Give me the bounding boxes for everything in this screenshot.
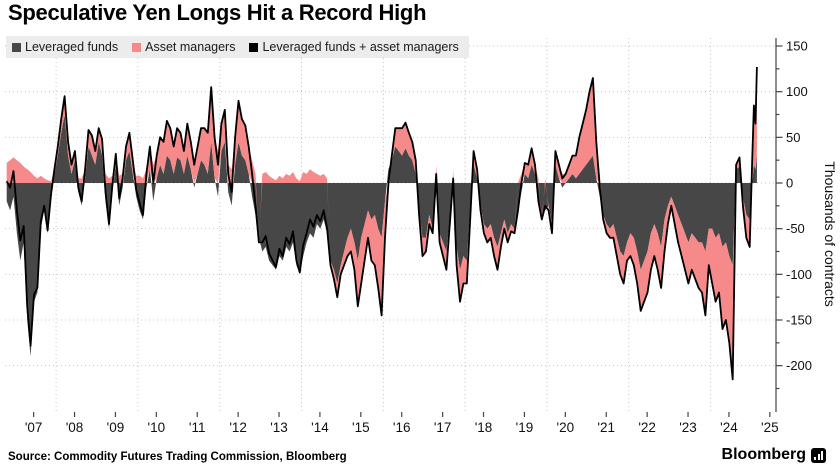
y-tick-label: -150 xyxy=(786,312,812,327)
bloomberg-branding: Bloomberg xyxy=(722,446,826,464)
bloomberg-wordmark: Bloomberg xyxy=(721,446,806,463)
x-axis: '07 '08 '09 '10 '11 '12 '13 '14 '15 '16 '17 '18 '19 '… xyxy=(25,412,779,435)
y-tick-label: 150 xyxy=(786,39,808,54)
x-tick-label: '21 xyxy=(597,420,615,435)
y-tick-label: -100 xyxy=(786,267,812,282)
x-tick-label: '09 xyxy=(107,420,125,435)
leveraged-funds-area xyxy=(6,114,757,357)
bloomberg-logo-icon xyxy=(811,447,826,463)
x-tick-label: '15 xyxy=(352,420,370,435)
x-tick-label: '08 xyxy=(66,420,84,435)
source-note: Source: Commodity Futures Trading Commis… xyxy=(8,451,347,463)
y-tick-label: 100 xyxy=(786,84,808,99)
y-tick-label: 0 xyxy=(786,176,793,191)
x-tick-label: '18 xyxy=(475,420,493,435)
y-tick-label: -50 xyxy=(786,221,805,236)
y-axis xyxy=(775,38,783,412)
legend-item-total: Leveraged funds + asset managers xyxy=(249,40,459,54)
legend-item-leveraged-funds: Leveraged funds xyxy=(12,40,118,54)
legend-label: Leveraged funds + asset managers xyxy=(262,40,459,54)
x-tick-label: '22 xyxy=(638,420,656,435)
asset-managers-swatch-icon xyxy=(132,42,142,52)
y-tick-label: 50 xyxy=(786,130,800,145)
x-tick-label: '16 xyxy=(393,420,411,435)
x-tick-label: '25 xyxy=(761,420,779,435)
chart-title: Speculative Yen Longs Hit a Record High xyxy=(8,0,427,25)
total-line xyxy=(5,66,758,381)
x-tick-label: '19 xyxy=(516,420,534,435)
x-tick-label: '24 xyxy=(720,420,738,435)
x-tick-label: '17 xyxy=(434,420,452,435)
x-tick-label: '07 xyxy=(25,420,43,435)
legend-label: Asset managers xyxy=(145,40,236,54)
legend-item-asset-managers: Asset managers xyxy=(132,40,235,54)
leveraged-funds-swatch-icon xyxy=(12,42,21,52)
total-swatch-icon xyxy=(249,42,259,52)
x-tick-label: '13 xyxy=(270,420,288,435)
x-tick-label: '11 xyxy=(189,420,206,435)
x-tick-label: '14 xyxy=(311,420,329,435)
x-tick-label: '10 xyxy=(148,420,166,435)
y-tick-label: -200 xyxy=(786,358,812,373)
y-tick-labels: 150 100 50 0 -50 -100 -150 -200 xyxy=(786,39,812,374)
x-tick-label: '20 xyxy=(557,420,575,435)
legend-label: Leveraged funds xyxy=(25,40,119,54)
chart-legend: Leveraged funds Asset managers Leveraged… xyxy=(6,36,469,58)
x-tick-label: '23 xyxy=(679,420,697,435)
x-tick-label: '12 xyxy=(229,420,247,435)
